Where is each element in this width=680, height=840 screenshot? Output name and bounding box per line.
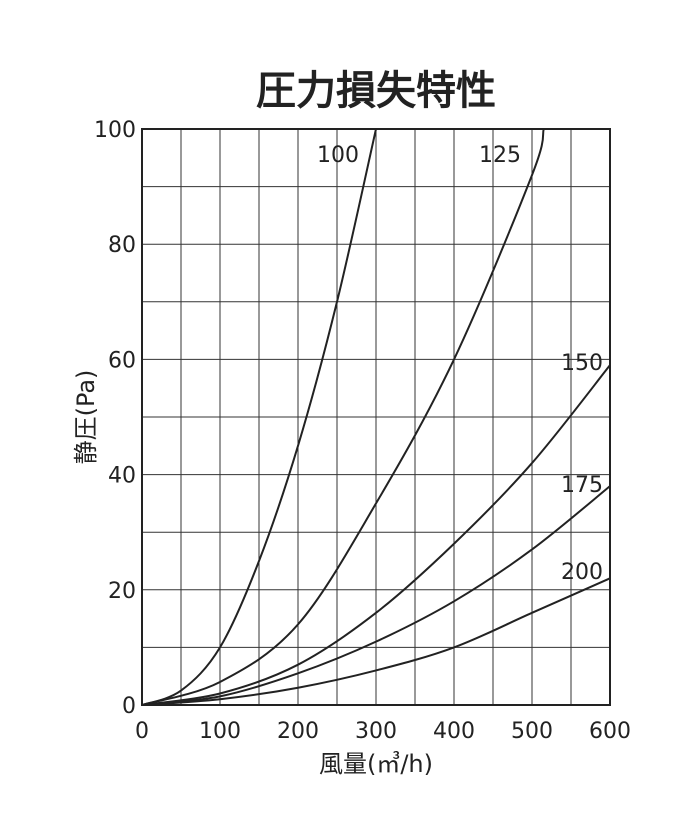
y-tick-label: 20: [108, 579, 136, 604]
series-labels: 100 125 150 175 200: [317, 143, 603, 585]
plot-frame: [141, 128, 611, 706]
x-tick-label: 300: [355, 719, 397, 744]
chart-title: 圧力損失特性: [256, 68, 496, 114]
series-label-100: 100: [317, 143, 359, 168]
series-line-200: [141, 577, 611, 706]
y-tick-label: 100: [94, 118, 136, 143]
y-tick-label: 80: [108, 233, 136, 258]
ticks: 0 100 200 300 400 500 600 0 20 40 60 80 100: [94, 118, 631, 744]
series-line-125: [141, 128, 545, 706]
y-tick-label: 60: [108, 348, 136, 373]
series-line-100: [141, 128, 377, 706]
grid: [142, 129, 610, 705]
y-axis-label: 静圧(Pa): [72, 370, 100, 465]
x-tick-label: 200: [277, 719, 319, 744]
curves: [141, 128, 611, 706]
x-tick-label: 100: [199, 719, 241, 744]
series-label-150: 150: [561, 351, 603, 376]
x-tick-label: 600: [589, 719, 631, 744]
series-line-150: [141, 364, 611, 706]
x-tick-label: 400: [433, 719, 475, 744]
x-tick-label: 0: [135, 719, 149, 744]
series-line-175: [141, 485, 611, 706]
x-axis-label: 風量(㎥/h): [319, 750, 433, 778]
x-tick-label: 500: [511, 719, 553, 744]
series-label-200: 200: [561, 560, 603, 585]
y-tick-label: 0: [122, 694, 136, 719]
y-tick-label: 40: [108, 464, 136, 489]
series-label-175: 175: [561, 473, 603, 498]
series-label-125: 125: [479, 143, 521, 168]
